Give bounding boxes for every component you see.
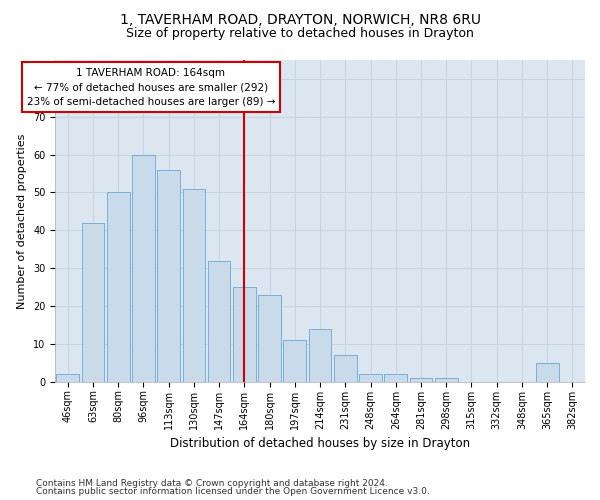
Text: Contains public sector information licensed under the Open Government Licence v3: Contains public sector information licen… [36, 487, 430, 496]
Bar [258, 294, 281, 382]
Bar [182, 188, 205, 382]
X-axis label: Distribution of detached houses by size in Drayton: Distribution of detached houses by size … [170, 437, 470, 450]
Text: Contains HM Land Registry data © Crown copyright and database right 2024.: Contains HM Land Registry data © Crown c… [36, 478, 388, 488]
Bar [82, 223, 104, 382]
Text: 1 TAVERHAM ROAD: 164sqm
← 77% of detached houses are smaller (292)
23% of semi-d: 1 TAVERHAM ROAD: 164sqm ← 77% of detache… [27, 68, 275, 107]
Bar [208, 260, 230, 382]
Bar [308, 329, 331, 382]
Bar [536, 363, 559, 382]
Bar [359, 374, 382, 382]
Bar [132, 154, 155, 382]
Bar [56, 374, 79, 382]
Bar [410, 378, 433, 382]
Bar [283, 340, 306, 382]
Y-axis label: Number of detached properties: Number of detached properties [17, 133, 28, 308]
Bar [334, 356, 356, 382]
Text: 1, TAVERHAM ROAD, DRAYTON, NORWICH, NR8 6RU: 1, TAVERHAM ROAD, DRAYTON, NORWICH, NR8 … [119, 12, 481, 26]
Bar [385, 374, 407, 382]
Bar [157, 170, 180, 382]
Text: Size of property relative to detached houses in Drayton: Size of property relative to detached ho… [126, 28, 474, 40]
Bar [107, 192, 130, 382]
Bar [233, 287, 256, 382]
Bar [435, 378, 458, 382]
